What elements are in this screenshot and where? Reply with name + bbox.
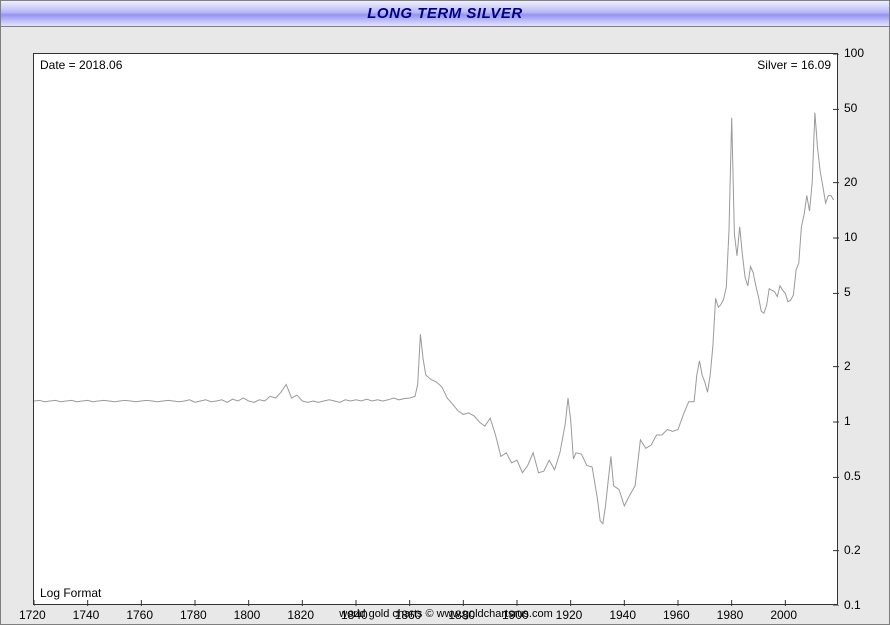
chart-body: Date = 2018.06 Silver = 16.09 Log Format… (1, 27, 889, 624)
y-tick-label: 5 (844, 285, 851, 299)
y-tick-label: 10 (844, 230, 857, 244)
y-tick-label: 50 (844, 101, 857, 115)
y-tick-label: 100 (844, 46, 864, 60)
y-tick-label: 2 (844, 359, 851, 373)
y-tick-label: 0.2 (844, 543, 861, 557)
chart-frame: LONG TERM SILVER Date = 2018.06 Silver =… (0, 0, 890, 625)
plot-area: Date = 2018.06 Silver = 16.09 Log Format (33, 53, 838, 605)
silver-price-line (34, 113, 834, 524)
format-label: Log Format (40, 586, 101, 600)
footer-credit: world gold charts © www.goldchartsrus.co… (1, 608, 890, 620)
chart-title: LONG TERM SILVER (1, 1, 889, 27)
y-tick-label: 20 (844, 175, 857, 189)
y-tick-label: 1 (844, 414, 851, 428)
price-line-svg (34, 54, 839, 606)
y-tick-label: 0.5 (844, 469, 861, 483)
value-label: Silver = 16.09 (757, 58, 831, 72)
date-label: Date = 2018.06 (40, 58, 122, 72)
